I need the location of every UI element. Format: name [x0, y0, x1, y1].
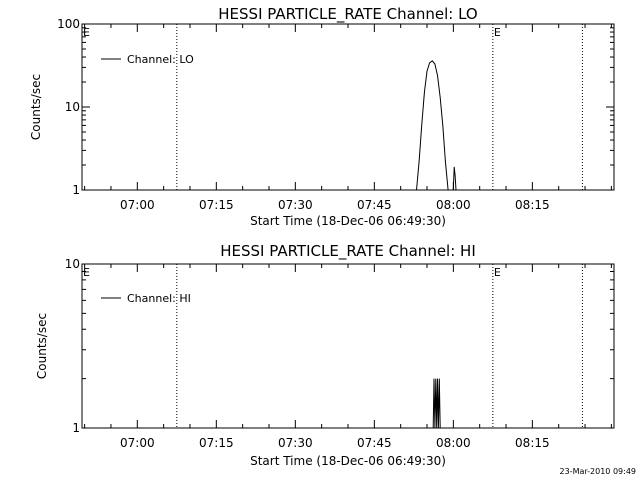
x-tick-label: 08:00: [436, 436, 471, 450]
x-tick-label: 07:30: [278, 198, 313, 212]
y-tick-label: 10: [65, 100, 80, 114]
chart-title: HESSI PARTICLE_RATE Channel: HI: [220, 242, 476, 261]
legend-label: Channel: HI: [127, 292, 191, 305]
legend-label: Channel: LO: [127, 53, 194, 66]
chart-title: HESSI PARTICLE_RATE Channel: LO: [218, 5, 477, 24]
x-tick-label: 08:15: [515, 436, 550, 450]
event-marker-label: E: [83, 26, 90, 39]
lo-channel-panel: HESSI PARTICLE_RATE Channel: LO 100 10 1 07:…: [29, 5, 615, 228]
y-tick-label: 1: [72, 183, 80, 197]
x-tick-label: 08:15: [515, 198, 550, 212]
x-tick-label: 08:00: [436, 198, 471, 212]
series-line: [432, 378, 441, 429]
y-tick-label: 1: [72, 421, 80, 435]
y-tick-label: 100: [57, 17, 80, 31]
hi-channel-panel: HESSI PARTICLE_RATE Channel: HI 10 1 07:00 0…: [35, 242, 615, 468]
x-tick-label: 07:30: [278, 436, 313, 450]
x-tick-label: 07:45: [357, 198, 392, 212]
x-axis-label: Start Time (18-Dec-06 06:49:30): [250, 214, 446, 228]
series-line: [452, 166, 457, 191]
x-tick-label: 07:00: [120, 436, 155, 450]
event-marker-label: E: [83, 266, 90, 279]
y-tick-label: 10: [65, 257, 80, 271]
plot-frame: [81, 263, 615, 429]
x-tick-label: 07:15: [199, 198, 234, 212]
series-line: [416, 60, 449, 191]
event-marker-label: E: [494, 266, 501, 279]
plot-frame: [81, 23, 615, 191]
event-marker-label: E: [494, 26, 501, 39]
y-axis-label: Counts/sec: [35, 313, 49, 379]
x-tick-label: 07:00: [120, 198, 155, 212]
x-tick-label: 07:45: [357, 436, 392, 450]
x-axis-label: Start Time (18-Dec-06 06:49:30): [250, 454, 446, 468]
timestamp-footer: 23-Mar-2010 09:49: [560, 467, 637, 476]
y-axis-label: Counts/sec: [29, 74, 43, 140]
x-tick-label: 07:15: [199, 436, 234, 450]
